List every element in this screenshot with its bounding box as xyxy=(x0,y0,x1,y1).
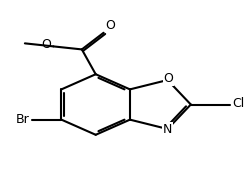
Text: O: O xyxy=(164,72,173,85)
Text: Br: Br xyxy=(16,113,30,126)
Text: O: O xyxy=(106,19,116,32)
Text: Cl: Cl xyxy=(232,97,244,110)
Text: N: N xyxy=(163,123,172,137)
Text: O: O xyxy=(41,38,51,51)
